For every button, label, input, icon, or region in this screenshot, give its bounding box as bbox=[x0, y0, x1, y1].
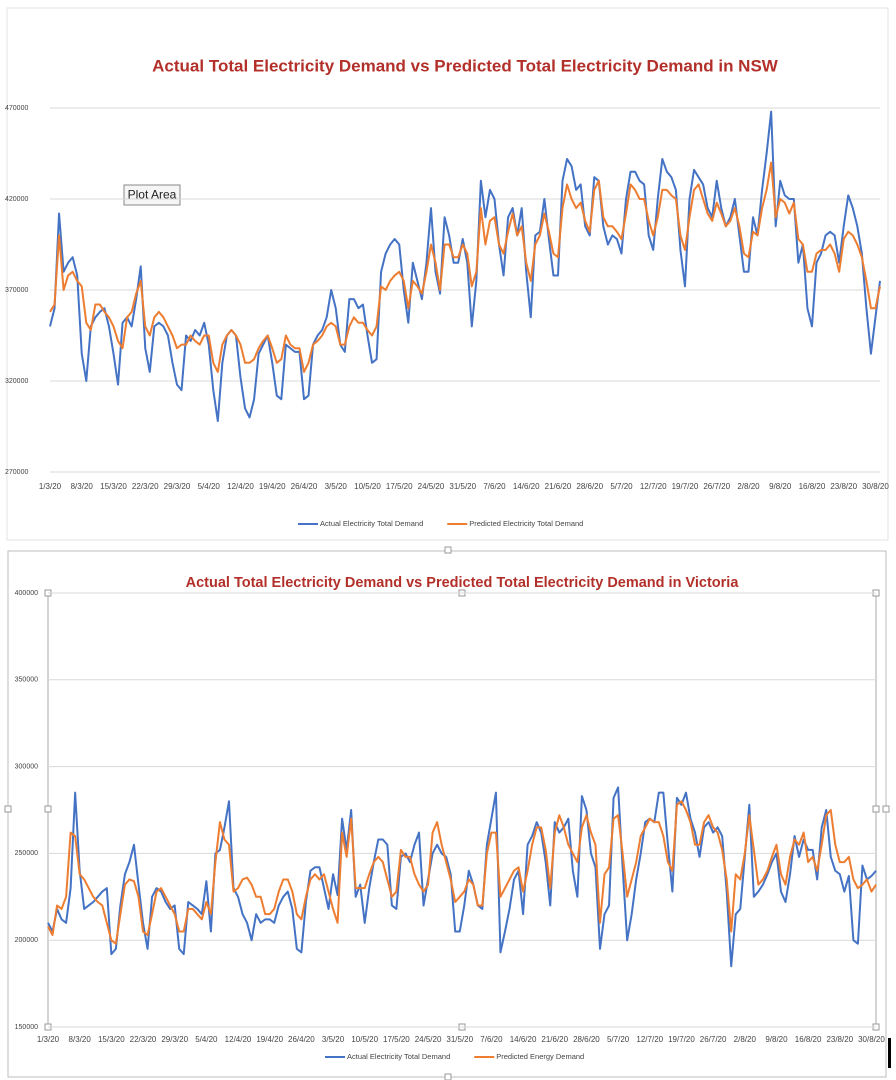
x-tick-label: 12/4/20 bbox=[225, 1035, 252, 1044]
x-tick-label: 26/4/20 bbox=[288, 1035, 315, 1044]
x-tick-label: 23/8/20 bbox=[826, 1035, 853, 1044]
handle bbox=[4, 805, 12, 813]
x-tick-label: 7/6/20 bbox=[483, 482, 506, 491]
y-tick-label: 250000 bbox=[15, 850, 38, 857]
x-tick-label: 10/5/20 bbox=[354, 482, 381, 491]
x-tick-label: 30/8/20 bbox=[862, 482, 889, 491]
x-tick-label: 24/5/20 bbox=[418, 482, 445, 491]
x-tick-label: 31/5/20 bbox=[449, 482, 476, 491]
x-tick-label: 16/8/20 bbox=[799, 482, 826, 491]
x-tick-label: 5/7/20 bbox=[607, 1035, 630, 1044]
x-tick-label: 3/5/20 bbox=[325, 482, 348, 491]
handle bbox=[444, 546, 452, 554]
x-tick-label: 29/3/20 bbox=[161, 1035, 188, 1044]
legend-label: Actual Electricity Total Demand bbox=[347, 1052, 450, 1061]
x-tick-label: 14/6/20 bbox=[510, 1035, 537, 1044]
x-tick-label: 12/4/20 bbox=[227, 482, 254, 491]
chart-title: Actual Total Electricity Demand vs Predi… bbox=[152, 56, 779, 75]
x-tick-label: 23/8/20 bbox=[830, 482, 857, 491]
tooltip-box bbox=[123, 184, 181, 206]
y-tick-label: 400000 bbox=[15, 590, 38, 597]
handle bbox=[882, 805, 890, 813]
x-tick-label: 15/3/20 bbox=[98, 1035, 125, 1044]
data-line bbox=[49, 161, 881, 373]
x-tick-label: 30/8/20 bbox=[858, 1035, 885, 1044]
y-tick-label: 200000 bbox=[15, 937, 38, 944]
x-tick-label: 15/3/20 bbox=[100, 482, 127, 491]
x-tick-label: 29/3/20 bbox=[164, 482, 191, 491]
x-tick-label: 19/4/20 bbox=[256, 1035, 283, 1044]
x-tick-label: 16/8/20 bbox=[795, 1035, 822, 1044]
x-tick-label: 8/3/20 bbox=[71, 482, 94, 491]
x-tick-label: 12/7/20 bbox=[640, 482, 667, 491]
y-tick-label: 470000 bbox=[5, 105, 28, 112]
x-tick-label: 7/6/20 bbox=[480, 1035, 503, 1044]
x-tick-label: 22/3/20 bbox=[132, 482, 159, 491]
y-tick-label: 270000 bbox=[5, 469, 28, 476]
x-tick-label: 3/5/20 bbox=[322, 1035, 345, 1044]
x-tick-label: 5/7/20 bbox=[610, 482, 633, 491]
y-tick-label: 420000 bbox=[5, 196, 28, 203]
x-tick-label: 19/4/20 bbox=[259, 482, 286, 491]
legend-label: Actual Electricity Total Demand bbox=[320, 519, 423, 528]
x-tick-label: 14/6/20 bbox=[513, 482, 540, 491]
x-tick-label: 9/8/20 bbox=[769, 482, 792, 491]
x-tick-label: 5/4/20 bbox=[198, 482, 221, 491]
y-tick-label: 350000 bbox=[15, 677, 38, 684]
data-line bbox=[47, 786, 877, 968]
chart-frame bbox=[6, 7, 889, 541]
x-tick-label: 26/7/20 bbox=[700, 1035, 727, 1044]
x-tick-label: 2/8/20 bbox=[737, 482, 760, 491]
x-tick-label: 22/3/20 bbox=[130, 1035, 157, 1044]
y-tick-label: 320000 bbox=[5, 378, 28, 385]
data-line bbox=[49, 110, 881, 423]
x-tick-label: 26/4/20 bbox=[291, 482, 318, 491]
x-tick-label: 17/5/20 bbox=[383, 1035, 410, 1044]
legend-label: Predicted Energy Demand bbox=[496, 1052, 584, 1061]
x-tick-label: 12/7/20 bbox=[636, 1035, 663, 1044]
tooltip: Plot Area bbox=[128, 188, 177, 202]
x-tick-label: 9/8/20 bbox=[765, 1035, 788, 1044]
x-tick-label: 5/4/20 bbox=[195, 1035, 218, 1044]
x-tick-label: 21/6/20 bbox=[541, 1035, 568, 1044]
x-tick-label: 19/7/20 bbox=[672, 482, 699, 491]
handle bbox=[872, 805, 880, 813]
data-line bbox=[47, 800, 877, 945]
x-tick-label: 24/5/20 bbox=[415, 1035, 442, 1044]
x-tick-label: 1/3/20 bbox=[37, 1035, 60, 1044]
x-tick-label: 26/7/20 bbox=[703, 482, 730, 491]
plot-area-border bbox=[47, 592, 877, 1028]
chart-frame bbox=[7, 550, 887, 1078]
chart-title: Actual Total Electricity Demand vs Predi… bbox=[186, 575, 740, 591]
x-tick-label: 10/5/20 bbox=[351, 1035, 378, 1044]
x-tick-label: 28/6/20 bbox=[573, 1035, 600, 1044]
x-tick-label: 2/8/20 bbox=[734, 1035, 757, 1044]
x-tick-label: 17/5/20 bbox=[386, 482, 413, 491]
legend-label: Predicted Electricity Total Demand bbox=[469, 519, 583, 528]
cursor-bar bbox=[888, 1038, 891, 1068]
y-tick-label: 300000 bbox=[15, 763, 38, 770]
handle bbox=[44, 805, 52, 813]
x-tick-label: 31/5/20 bbox=[446, 1035, 473, 1044]
x-tick-label: 19/7/20 bbox=[668, 1035, 695, 1044]
x-tick-label: 28/6/20 bbox=[576, 482, 603, 491]
y-tick-label: 150000 bbox=[15, 1024, 38, 1031]
x-tick-label: 1/3/20 bbox=[39, 482, 62, 491]
y-tick-label: 370000 bbox=[5, 287, 28, 294]
x-tick-label: 21/6/20 bbox=[545, 482, 572, 491]
handle bbox=[444, 1073, 452, 1080]
x-tick-label: 8/3/20 bbox=[69, 1035, 92, 1044]
